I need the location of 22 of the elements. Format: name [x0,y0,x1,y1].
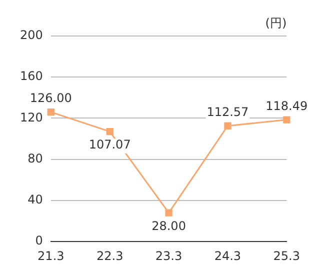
data-label: 112.57 [206,105,249,120]
point [165,209,172,216]
y-tick-label: 120 [20,110,43,124]
point [283,116,290,124]
point [224,122,232,130]
point [47,108,54,116]
x-tick-label: 22.3 [96,248,124,263]
y-tick-label: 0 [35,234,43,248]
x-tick-label: 23.3 [155,248,182,263]
data-label: 107.07 [88,138,131,152]
y-tick-label: 80 [28,151,43,166]
y-axis-title: (円) [265,16,287,30]
data-label: 118.49 [266,98,308,113]
data-label: 28.00 [152,218,186,233]
y-tick-label: 160 [20,69,43,84]
point [106,128,114,136]
x-tick-label: 24.3 [214,248,242,263]
x-tick-label: 25.3 [273,248,300,263]
x-tick-label: 21.3 [38,248,64,263]
y-tick-label: 200 [20,28,43,42]
data-label: 126.00 [30,91,72,106]
y-tick-label: 40 [28,192,43,207]
